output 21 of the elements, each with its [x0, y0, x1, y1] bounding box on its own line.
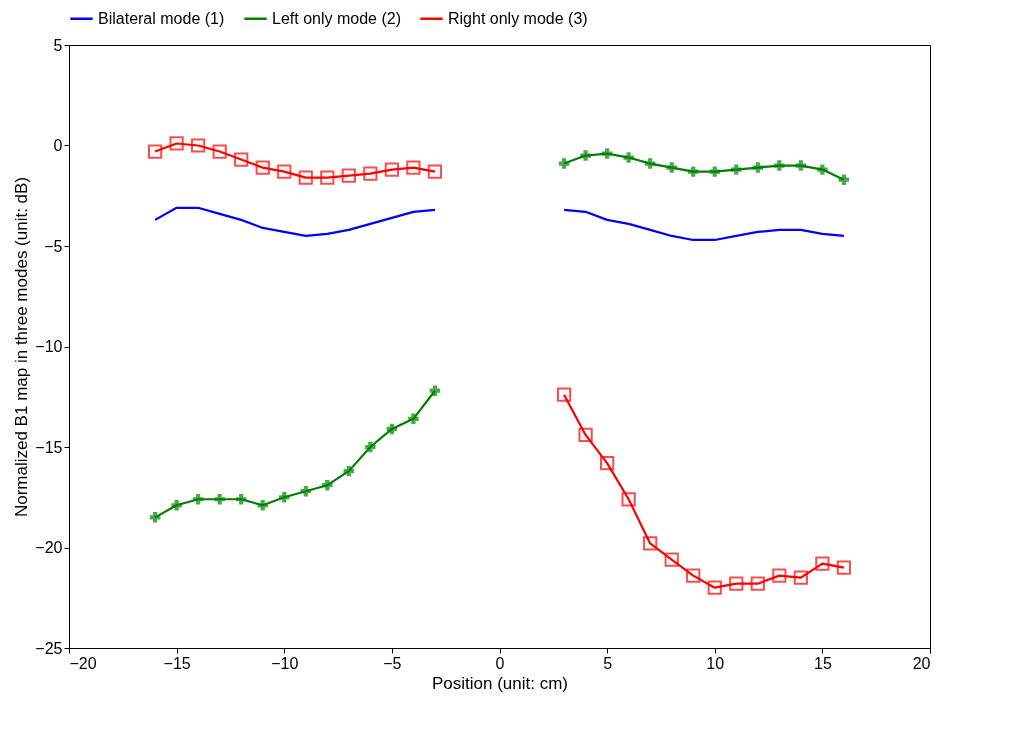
- x-tick-label: 0: [495, 654, 505, 672]
- y-tick-label: −25: [35, 639, 63, 657]
- y-tick-label: −20: [35, 539, 63, 556]
- y-tick-label: −10: [35, 338, 63, 355]
- x-tick-label: 20: [912, 654, 931, 672]
- legend-label: Right only mode (3): [448, 9, 588, 27]
- x-tick-label: −10: [271, 654, 299, 672]
- x-tick-label: −15: [163, 654, 191, 672]
- x-tick-label: −20: [69, 654, 97, 672]
- y-axis-title: Normalized B1 map in three modes (unit: dB): [12, 176, 32, 518]
- legend-label: Left only mode (2): [272, 9, 401, 27]
- y-tick-label: 0: [53, 137, 63, 154]
- y-tick-label: 5: [53, 36, 63, 54]
- x-tick-label: −5: [383, 654, 402, 672]
- x-tick-label: 10: [706, 654, 725, 672]
- legend-label: Bilateral mode (1): [98, 9, 225, 27]
- x-axis-title: Position (unit: cm): [431, 673, 569, 693]
- x-tick-label: 5: [603, 654, 613, 672]
- x-tick-label: 15: [813, 654, 832, 672]
- y-tick-label: −15: [35, 438, 63, 456]
- y-tick-label: −5: [44, 237, 63, 255]
